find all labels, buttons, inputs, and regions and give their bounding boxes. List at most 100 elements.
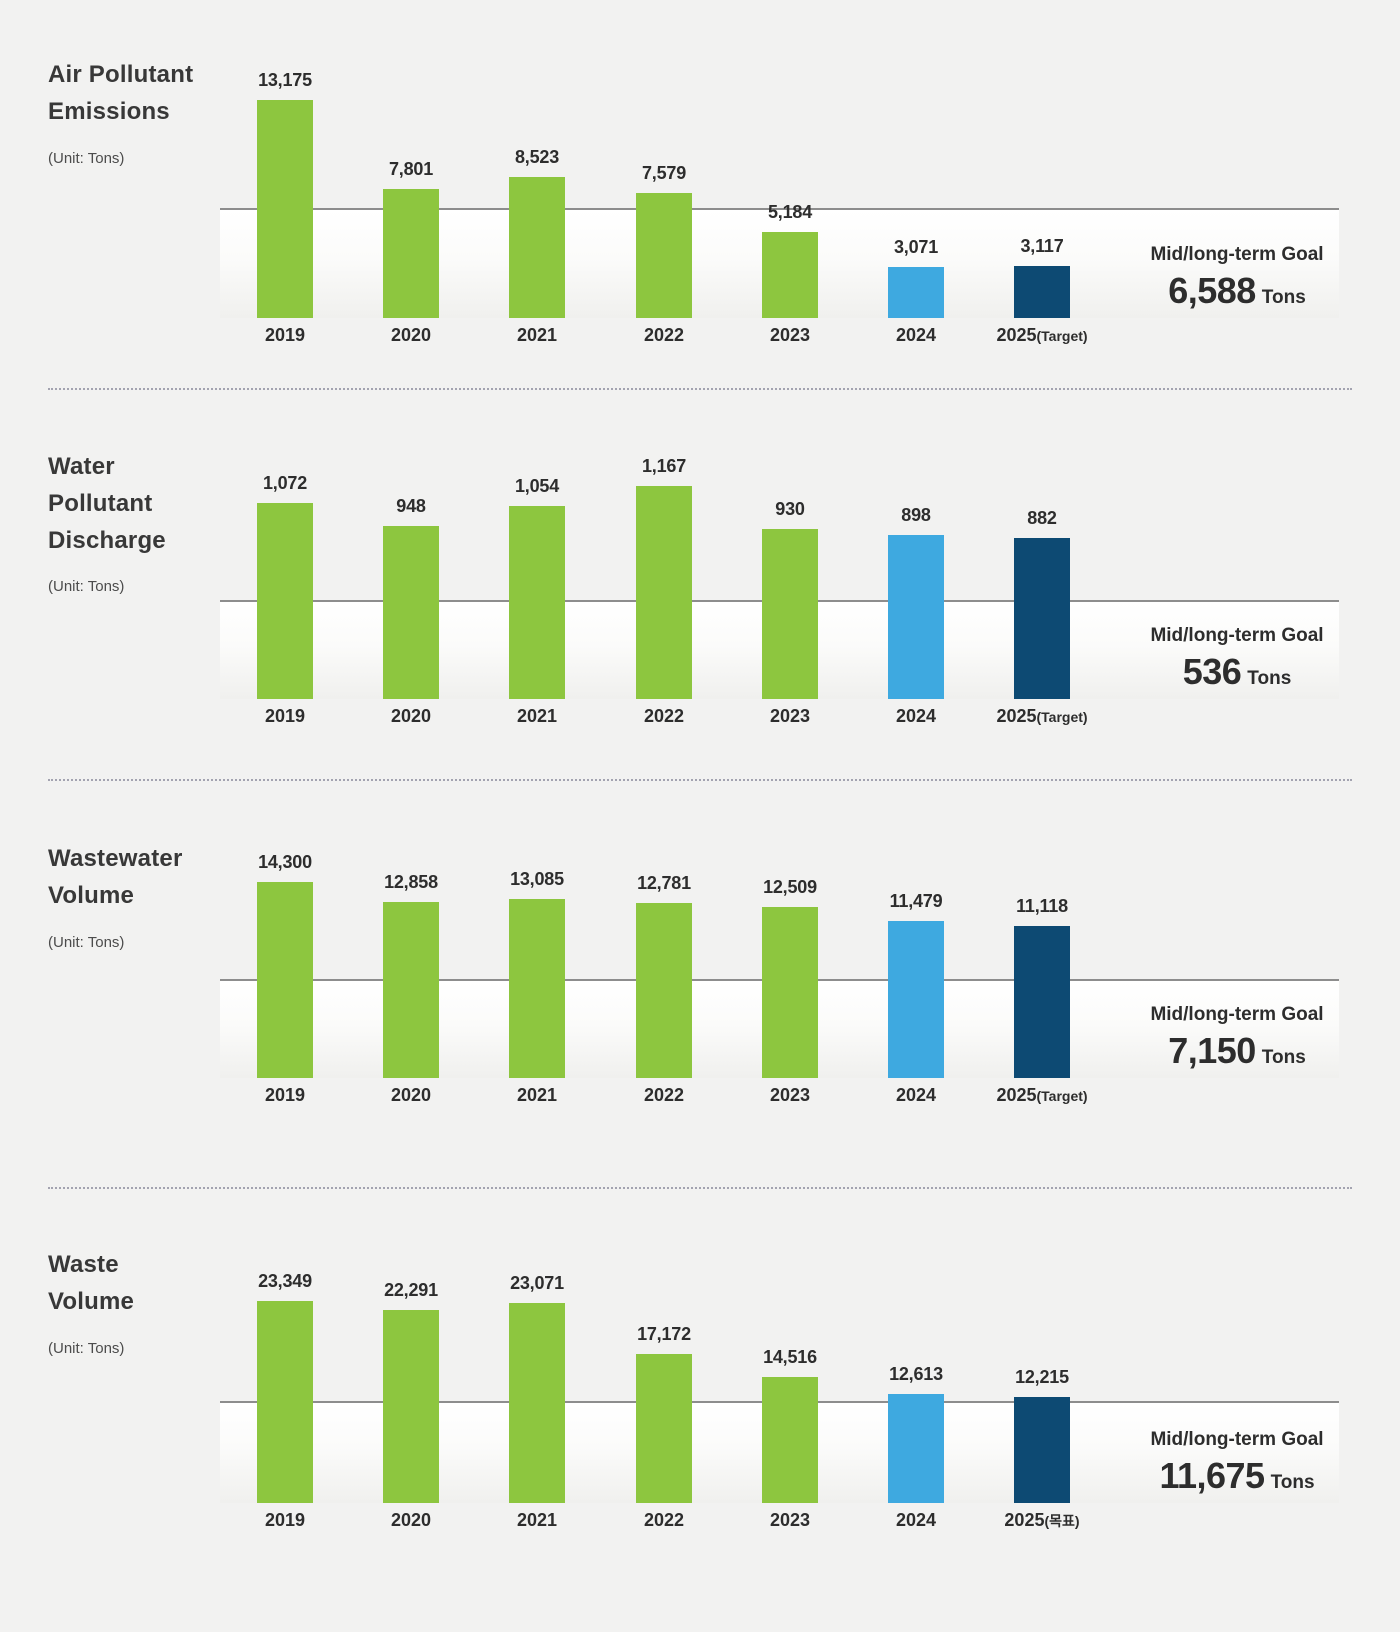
year-label-2020: 2020 <box>331 1510 491 1530</box>
value-label-2019: 13,175 <box>258 70 312 90</box>
bar-2019 <box>257 882 313 1078</box>
year-label-2021: 2021 <box>457 1085 617 1105</box>
bar-2020 <box>383 189 439 318</box>
year-label-2022: 2022 <box>584 1085 744 1105</box>
year-label-2025: 2025(Target) <box>962 325 1122 346</box>
goal-unit: Tons <box>1270 1472 1315 1493</box>
goal-area-gradient <box>220 981 1339 1078</box>
goal-unit: Tons <box>1261 287 1306 308</box>
year-label-text: 2023 <box>769 325 811 345</box>
value-label-2022: 12,781 <box>637 873 691 893</box>
year-label-text: 2023 <box>769 706 811 726</box>
year-label-text: 2025 <box>996 706 1037 726</box>
unit-note: (Unit: Tons) <box>48 150 125 167</box>
year-label-2023: 2023 <box>710 706 870 726</box>
chart-title-line: Pollutant <box>48 490 153 517</box>
year-label-text: 2020 <box>390 1085 432 1105</box>
value-label-2020: 948 <box>396 496 426 516</box>
goal-label: Mid/long-term Goal <box>1150 1429 1324 1450</box>
unit-note: (Unit: Tons) <box>48 1340 125 1357</box>
chart-title-line: Waste <box>48 1251 119 1278</box>
value-label-2021: 1,054 <box>514 476 560 496</box>
goal-unit: Tons <box>1261 1047 1306 1068</box>
bar-2022 <box>636 486 692 699</box>
year-label-text: 2020 <box>390 325 432 345</box>
year-label-text: 2022 <box>643 1510 685 1530</box>
goal-line <box>220 600 1339 602</box>
value-label-2025: 882 <box>1027 508 1057 528</box>
year-label-2019: 2019 <box>205 325 365 345</box>
bar-2024 <box>888 1394 944 1503</box>
bar-2025 <box>1014 538 1070 699</box>
year-label-text: 2019 <box>264 1085 306 1105</box>
value-label-2023: 14,516 <box>763 1347 817 1367</box>
value-label-2024: 11,479 <box>889 891 943 911</box>
value-label-2022: 1,167 <box>641 456 687 476</box>
bar-2022 <box>636 193 692 318</box>
unit-note: (Unit: Tons) <box>48 934 125 951</box>
year-label-text: 2024 <box>895 325 937 345</box>
year-label-2019: 2019 <box>205 1085 365 1105</box>
year-label-text: 2024 <box>895 1510 937 1530</box>
year-label-2020: 2020 <box>331 325 491 345</box>
goal-value: 536 <box>1182 651 1242 692</box>
value-label-2021: 23,071 <box>510 1273 564 1293</box>
year-label-text: 2025 <box>996 325 1037 345</box>
bar-2022 <box>636 903 692 1078</box>
goal-value: 6,588 <box>1168 270 1256 311</box>
value-label-2025: 12,215 <box>1015 1367 1069 1387</box>
year-label-2025: 2025(Target) <box>962 1085 1122 1106</box>
year-label-2024: 2024 <box>836 706 996 726</box>
goal-area-gradient <box>220 602 1339 699</box>
goal-unit: Tons <box>1247 668 1292 689</box>
bar-2023 <box>762 1377 818 1503</box>
goal-label: Mid/long-term Goal <box>1150 244 1324 265</box>
goal-text-block: Mid/long-term Goal 7,150 Tons <box>1077 1002 1397 1081</box>
value-label-2019: 14,300 <box>258 852 312 872</box>
value-label-2023: 12,509 <box>763 877 817 897</box>
value-label-2024: 12,613 <box>889 1364 943 1384</box>
bar-2025 <box>1014 266 1070 318</box>
year-label-suffix: (목표) <box>1044 1513 1080 1529</box>
year-label-text: 2020 <box>390 1510 432 1530</box>
bar-2025 <box>1014 926 1070 1078</box>
value-label-2019: 1,072 <box>262 473 308 493</box>
value-label-2020: 12,858 <box>384 872 438 892</box>
year-label-text: 2019 <box>264 1510 306 1530</box>
chart-title: Waste Volume <box>48 1246 134 1320</box>
year-label-text: 2025 <box>996 1085 1037 1105</box>
goal-line <box>220 979 1339 981</box>
bar-2020 <box>383 526 439 699</box>
year-label-2021: 2021 <box>457 1510 617 1530</box>
goal-line <box>220 208 1339 210</box>
year-label-text: 2021 <box>516 706 558 726</box>
year-label-text: 2023 <box>769 1085 811 1105</box>
bar-2023 <box>762 232 818 318</box>
year-label-text: 2024 <box>895 706 937 726</box>
bar-2021 <box>509 1303 565 1503</box>
year-label-2020: 2020 <box>331 1085 491 1105</box>
year-label-text: 2025 <box>1004 1510 1045 1530</box>
year-label-2024: 2024 <box>836 1085 996 1105</box>
bar-2024 <box>888 921 944 1078</box>
chart-title-line: Discharge <box>48 527 166 554</box>
chart-title-line: Volume <box>48 1288 135 1315</box>
year-label-2025: 2025(목표) <box>962 1510 1122 1531</box>
bar-2023 <box>762 529 818 699</box>
chart-title: Wastewater Volume <box>48 840 183 914</box>
year-label-2019: 2019 <box>205 706 365 726</box>
year-label-2023: 2023 <box>710 1085 870 1105</box>
year-label-2022: 2022 <box>584 1510 744 1530</box>
value-label-2021: 8,523 <box>514 147 560 167</box>
year-label-text: 2019 <box>264 706 306 726</box>
year-label-text: 2022 <box>643 1085 685 1105</box>
bar-2020 <box>383 1310 439 1503</box>
year-label-2022: 2022 <box>584 325 744 345</box>
bar-2019 <box>257 100 313 318</box>
bar-2024 <box>888 267 944 318</box>
year-label-text: 2022 <box>643 325 685 345</box>
